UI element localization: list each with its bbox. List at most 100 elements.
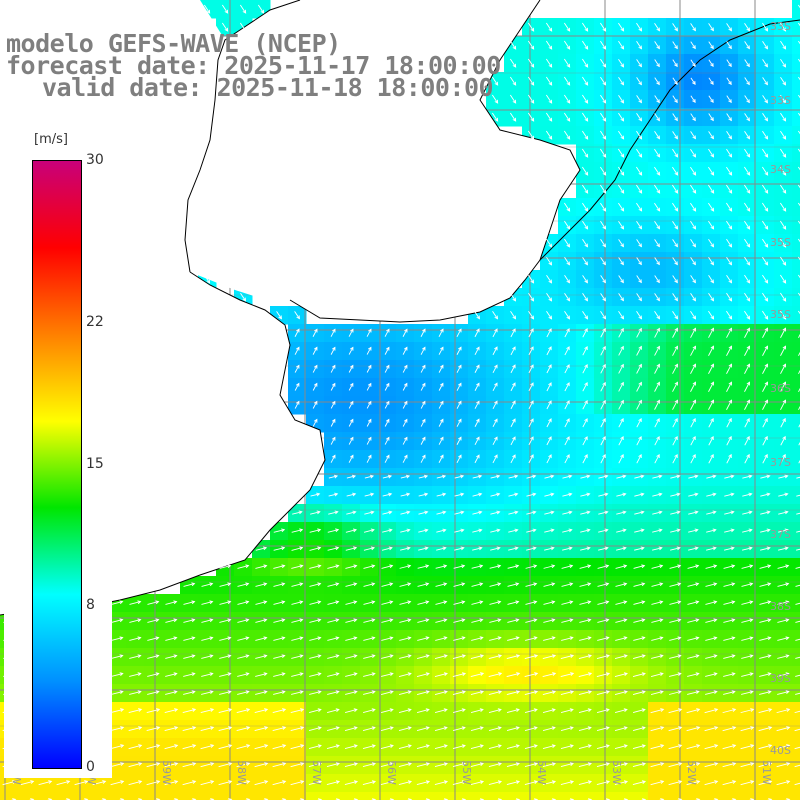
wind-arrow — [290, 708, 305, 714]
wind-arrow — [706, 528, 717, 533]
wind-arrow — [506, 708, 520, 713]
coastline-argentina — [0, 271, 326, 616]
wind-arrow — [201, 672, 214, 677]
wind-arrow — [579, 564, 592, 569]
wind-arrow — [363, 690, 376, 695]
wind-arrow — [797, 148, 800, 153]
wind-arrow — [398, 762, 412, 767]
wind-arrow — [780, 417, 786, 428]
wind-arrow — [618, 148, 625, 158]
wind-arrow — [654, 363, 660, 374]
wind-arrow — [164, 744, 179, 750]
wind-arrow — [398, 726, 412, 731]
wind-arrow — [237, 582, 250, 587]
wind-arrow — [759, 672, 772, 677]
wind-cell — [234, 792, 253, 800]
longitude-label: 59W — [160, 760, 173, 785]
wind-arrow — [652, 528, 663, 533]
wind-arrow — [237, 690, 250, 695]
wind-arrow — [488, 654, 503, 660]
wind-arrow — [528, 364, 534, 374]
wind-arrow — [780, 453, 786, 464]
wind-arrow — [795, 674, 800, 677]
wind-arrow — [327, 636, 340, 641]
wind-arrow — [510, 346, 516, 356]
wind-arrow — [509, 58, 517, 68]
wind-arrow — [545, 94, 553, 104]
wind-cell — [792, 468, 800, 487]
wind-cell — [792, 360, 800, 379]
wind-arrow — [382, 474, 393, 479]
wind-arrow — [618, 220, 625, 230]
wind-cell — [792, 270, 800, 289]
wind-arrow — [381, 654, 394, 659]
wind-arrow — [510, 418, 516, 428]
wind-arrow — [614, 672, 628, 677]
wind-arrow — [488, 726, 502, 731]
wind-arrow — [345, 708, 358, 713]
wind-arrow — [618, 94, 625, 104]
wind-arrow — [402, 436, 408, 445]
wind-arrow — [794, 710, 800, 714]
wind-cell — [252, 792, 271, 800]
wind-arrow — [525, 636, 538, 641]
wind-arrow — [398, 708, 412, 713]
wind-arrow — [546, 436, 552, 446]
wind-arrow — [582, 363, 588, 374]
wind-cell — [558, 792, 577, 800]
wind-arrow — [472, 492, 483, 497]
wind-arrow — [490, 492, 501, 497]
wind-arrow — [561, 564, 574, 569]
wind-arrow — [527, 40, 535, 50]
wind-arrow — [416, 654, 430, 659]
wind-arrow — [704, 762, 719, 768]
border-river-uruguay — [184, 0, 301, 273]
wind-arrow — [582, 418, 588, 428]
wind-arrow — [236, 708, 251, 714]
wind-arrow — [780, 327, 787, 338]
wind-arrow — [654, 293, 660, 302]
wind-arrow — [654, 148, 661, 158]
wind-arrow — [744, 166, 751, 176]
wind-arrow — [182, 780, 197, 786]
wind-arrow — [255, 636, 268, 641]
wind-arrow — [580, 492, 591, 497]
wind-arrow — [636, 257, 642, 266]
wind-arrow — [708, 381, 715, 392]
wind-arrow — [704, 744, 719, 750]
wind-arrow — [744, 274, 751, 284]
wind-cell — [612, 792, 631, 800]
wind-arrow — [291, 654, 304, 659]
wind-arrow — [708, 417, 714, 428]
wind-arrow — [600, 454, 606, 464]
latitude-labels: 33S 33S 34S 35S 35S 36S 37S 37S 38S 39S 40S — [770, 20, 791, 757]
wind-cell — [684, 792, 703, 800]
wind-arrow — [636, 239, 642, 248]
wind-arrow — [128, 762, 143, 768]
wind-arrow — [438, 436, 444, 445]
wind-arrow — [273, 600, 286, 605]
wind-arrow — [705, 600, 718, 605]
wind-arrow — [744, 77, 750, 86]
wind-arrow — [780, 40, 787, 50]
wind-arrow — [309, 582, 322, 587]
wind-arrow — [454, 492, 465, 497]
colorbar-gradient — [32, 160, 82, 769]
wind-arrow — [636, 22, 643, 32]
wind-arrow — [600, 112, 607, 122]
wind-arrow — [762, 130, 769, 140]
wind-arrow — [489, 618, 502, 623]
wind-arrow — [418, 528, 429, 533]
wind-arrow — [600, 399, 606, 410]
wind-arrow — [723, 618, 736, 623]
latitude-label: 36S — [770, 382, 791, 395]
wind-arrow — [489, 582, 502, 587]
wind-arrow — [615, 582, 628, 587]
wind-arrow — [239, 22, 247, 32]
wind-arrow — [578, 708, 592, 713]
wind-arrow — [201, 654, 214, 659]
wind-arrow — [435, 636, 448, 641]
wind-arrow — [348, 418, 354, 427]
wind-arrow — [472, 546, 483, 551]
